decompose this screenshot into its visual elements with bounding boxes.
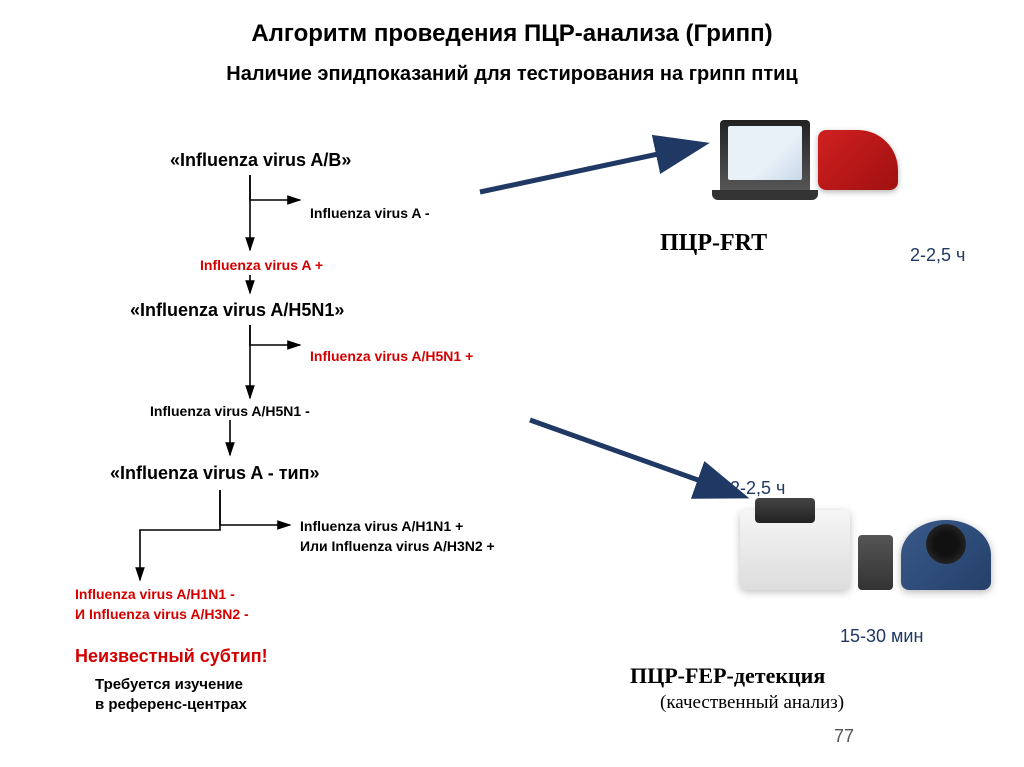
node-influenza-a-type: «Influenza virus A - тип» (110, 463, 319, 484)
pcr-machine-white-icon (740, 510, 850, 590)
time-frt: 2-2,5 ч (910, 245, 965, 266)
pcr-machine-red-icon (818, 130, 898, 190)
node-unknown-subtype: Неизвестный субтип! (75, 646, 268, 667)
label-pcr-frt: ПЦР-FRT (660, 230, 767, 257)
node-h5n1-pos: Influenza virus A/H5N1 + (310, 348, 473, 364)
centrifuge-blue-icon (901, 520, 991, 590)
node-h1n1-neg: Influenza virus A/H1N1 - (75, 586, 235, 602)
handheld-device-icon (858, 535, 893, 590)
equipment-fep-illustration (740, 510, 991, 590)
laptop-icon (720, 120, 810, 190)
node-influenza-a-pos: Influenza virus A + (200, 257, 323, 273)
node-influenza-a-neg: Influenza virus A - (310, 205, 430, 221)
node-requires-study-1: Требуется изучение (95, 676, 243, 693)
node-h3n2-pos: Или Influenza virus A/H3N2 + (300, 538, 495, 554)
slide-subtitle: Наличие эпидпоказаний для тестирования н… (0, 63, 1024, 86)
label-pcr-fep-sub: (качественный анализ) (660, 692, 844, 714)
time-fep-2: 15-30 мин (840, 626, 923, 647)
node-h1n1-pos: Influenza virus A/H1N1 + (300, 518, 463, 534)
label-pcr-fep: ПЦР-FEP-детекция (630, 663, 825, 689)
node-influenza-h5n1: «Influenza virus A/H5N1» (130, 300, 344, 321)
node-h3n2-neg: И Influenza virus A/H3N2 - (75, 606, 249, 622)
slide-title: Алгоритм проведения ПЦР-анализа (Грипп) (0, 0, 1024, 48)
page-number: 77 (834, 726, 854, 747)
time-fep-1: 2-2,5 ч (730, 478, 785, 499)
node-influenza-ab: «Influenza virus A/B» (170, 150, 351, 171)
equipment-frt-illustration (720, 120, 898, 190)
node-h5n1-neg: Influenza virus A/H5N1 - (150, 403, 310, 419)
node-requires-study-2: в референс-центрах (95, 696, 247, 713)
